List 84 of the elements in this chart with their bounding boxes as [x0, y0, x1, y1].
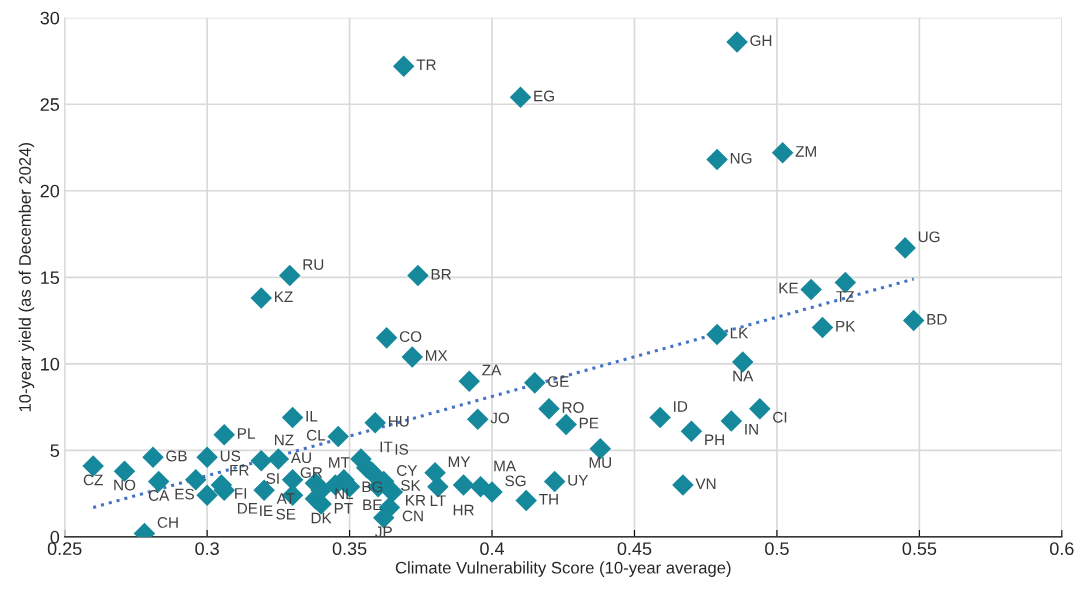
x-tick-label: 0.3 — [195, 542, 219, 556]
annotation: PK — [836, 320, 856, 332]
annotation: CY — [397, 465, 418, 476]
annotation: MU — [589, 457, 611, 469]
y-tick-label: 20 — [40, 184, 60, 198]
annotation: EG — [534, 90, 554, 102]
annotation: UG — [918, 231, 940, 243]
annotation: CN — [402, 510, 423, 522]
annotation: NL — [335, 488, 354, 500]
annotation: CI — [773, 411, 787, 423]
x-tick-label: 0.6 — [1049, 542, 1074, 556]
annotation: FI — [235, 488, 247, 499]
annotation: ES — [175, 488, 194, 500]
annotation: CA — [148, 490, 170, 501]
annotation: ZA — [482, 364, 502, 376]
annotation: IT — [380, 441, 393, 453]
y-tick-label: 5 — [50, 444, 60, 458]
annotation: LK — [730, 327, 749, 339]
annotation: TR — [416, 59, 436, 71]
annotation: GR — [300, 467, 323, 478]
annotation: RU — [303, 259, 324, 270]
annotation: NA — [733, 370, 754, 382]
y-tick-label: 15 — [41, 271, 60, 285]
annotation: MY — [448, 456, 471, 468]
x-tick-label: 0.35 — [332, 542, 367, 556]
annotation: US — [220, 450, 241, 462]
y-tick-label: 30 — [40, 11, 60, 25]
annotation: SK — [400, 479, 421, 491]
annotation: IE — [260, 505, 273, 516]
x-axis-title: Climate Vulnerability Score (10-year average) — [395, 561, 731, 577]
annotation: CZ — [83, 474, 103, 486]
annotation: BE — [363, 499, 382, 511]
annotation: SI — [266, 473, 279, 484]
x-tick-label: 0.45 — [617, 542, 652, 556]
annotation: CL — [306, 429, 326, 441]
annotation: BR — [431, 269, 451, 280]
annotation: CH — [157, 517, 178, 528]
annotation: NZ — [275, 434, 294, 446]
annotation: PE — [579, 417, 599, 429]
annotation: KR — [406, 495, 426, 506]
annotation: LT — [430, 495, 446, 506]
annotation: CO — [399, 331, 422, 342]
annotation: SG — [505, 475, 526, 487]
annotation: IS — [395, 443, 409, 455]
y-tick-label: 10 — [41, 357, 60, 371]
x-tick-label: 0.25 — [47, 542, 82, 556]
annotation: GB — [166, 450, 187, 462]
x-tick-label: 0.5 — [765, 542, 789, 556]
annotation: KE — [779, 282, 798, 294]
annotation: MX — [426, 350, 448, 361]
annotation: PH — [705, 434, 724, 445]
annotation: GH — [750, 35, 772, 47]
annotation: TZ — [836, 291, 855, 302]
annotation: NO — [114, 479, 136, 491]
annotation: HR — [453, 504, 474, 516]
annotation: JO — [490, 412, 510, 424]
annotation: FR — [230, 464, 249, 476]
annotation: AU — [290, 452, 311, 464]
annotation: PL — [237, 428, 255, 439]
annotation: SE — [276, 508, 296, 520]
annotation: PT — [334, 503, 353, 514]
annotation: VN — [695, 478, 716, 489]
annotation: IL — [306, 410, 318, 422]
y-axis-title: 10-year yield (as of December 2024) — [18, 143, 35, 412]
annotation: TH — [539, 494, 558, 505]
annotation: UY — [568, 474, 589, 486]
x-tick-label: 0.55 — [902, 542, 937, 556]
annotation: JP — [375, 526, 392, 538]
annotation: AT — [276, 493, 295, 504]
annotation: ID — [674, 401, 688, 412]
annotation: GE — [548, 376, 569, 387]
annotation: KZ — [275, 291, 293, 303]
y-tick-label: 0 — [50, 530, 60, 544]
x-tick-label: 0.4 — [480, 542, 505, 556]
annotation: DK — [311, 512, 332, 524]
annotation: ZM — [795, 146, 816, 157]
annotation: IN — [745, 424, 758, 435]
annotation: RO — [562, 402, 584, 413]
annotation: MT — [329, 457, 350, 468]
annotation: BD — [927, 314, 947, 325]
annotation: NG — [730, 152, 752, 164]
annotation: MA — [494, 460, 517, 472]
y-tick-label: 25 — [40, 98, 60, 111]
annotation: DE — [237, 503, 258, 514]
